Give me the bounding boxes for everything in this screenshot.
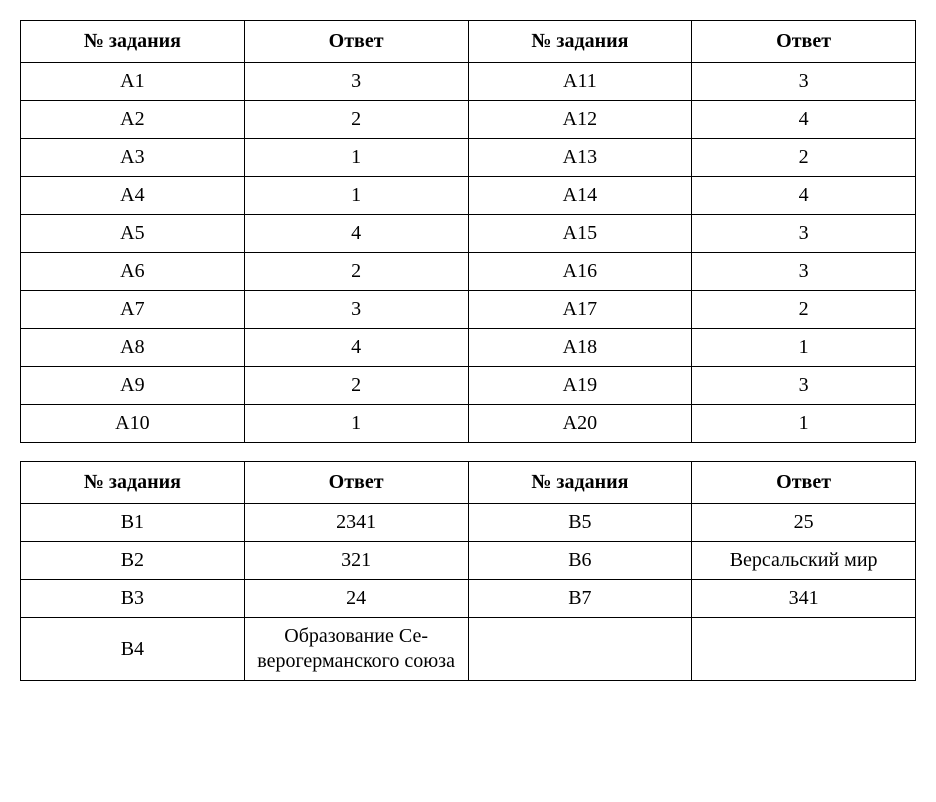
answer-cell: 321 (244, 542, 468, 580)
task-id-cell: А2 (21, 101, 245, 139)
task-id-cell: А18 (468, 329, 692, 367)
table-b-header-cell: № задания (468, 462, 692, 504)
table-b-header-cell: Ответ (692, 462, 916, 504)
task-id-cell: В7 (468, 580, 692, 618)
table-row: А54А153 (21, 215, 916, 253)
task-id-cell: А5 (21, 215, 245, 253)
table-row: А31А132 (21, 139, 916, 177)
task-id-cell: А17 (468, 291, 692, 329)
answer-cell: 1 (244, 177, 468, 215)
table-b-header-cell: Ответ (244, 462, 468, 504)
table-row: В4Образование Се- верогерманского союза (21, 618, 916, 681)
task-id-cell: А19 (468, 367, 692, 405)
answer-cell: 4 (692, 177, 916, 215)
answer-cell: 1 (244, 405, 468, 443)
task-id-cell: А20 (468, 405, 692, 443)
answers-table-a: № задания Ответ № задания Ответ А13А113 … (20, 20, 916, 443)
table-a-header-cell: № задания (21, 21, 245, 63)
answer-cell: 2 (244, 367, 468, 405)
table-a-header: № задания Ответ № задания Ответ (21, 21, 916, 63)
task-id-cell: А14 (468, 177, 692, 215)
task-id-cell: А11 (468, 63, 692, 101)
table-b-header: № задания Ответ № задания Ответ (21, 462, 916, 504)
table-a-header-cell: Ответ (692, 21, 916, 63)
table-row: А101А201 (21, 405, 916, 443)
answer-cell: 3 (692, 367, 916, 405)
answer-cell: 3 (692, 253, 916, 291)
task-id-cell: В1 (21, 504, 245, 542)
answer-cell: 4 (692, 101, 916, 139)
task-id-cell: А6 (21, 253, 245, 291)
answer-cell: 3 (244, 63, 468, 101)
answer-cell: 4 (244, 329, 468, 367)
table-row: А73А172 (21, 291, 916, 329)
table-row: А13А113 (21, 63, 916, 101)
answer-cell: 24 (244, 580, 468, 618)
table-row: А41А144 (21, 177, 916, 215)
table-b-header-cell: № задания (21, 462, 245, 504)
answer-cell: 3 (244, 291, 468, 329)
answer-cell: 3 (692, 63, 916, 101)
task-id-cell: А10 (21, 405, 245, 443)
answer-cell: Версальский мир (692, 542, 916, 580)
table-b-body: В12341В525 В2321В6Версальский мир В324В7… (21, 504, 916, 681)
answer-cell: 2 (244, 101, 468, 139)
table-row: А84А181 (21, 329, 916, 367)
table-a-header-cell: Ответ (244, 21, 468, 63)
answer-cell: 2 (692, 139, 916, 177)
task-id-cell: А4 (21, 177, 245, 215)
table-a-header-cell: № задания (468, 21, 692, 63)
task-id-cell: А8 (21, 329, 245, 367)
task-id-cell: А1 (21, 63, 245, 101)
table-a-body: А13А113 А22А124 А31А132 А41А144 А54А153 … (21, 63, 916, 443)
task-id-cell (468, 618, 692, 681)
task-id-cell: В5 (468, 504, 692, 542)
answer-cell (692, 618, 916, 681)
answer-cell: 4 (244, 215, 468, 253)
task-id-cell: В4 (21, 618, 245, 681)
table-row: В324В7341 (21, 580, 916, 618)
task-id-cell: В3 (21, 580, 245, 618)
answer-cell: 1 (244, 139, 468, 177)
answers-table-b: № задания Ответ № задания Ответ В12341В5… (20, 461, 916, 681)
task-id-cell: А3 (21, 139, 245, 177)
answer-cell: 25 (692, 504, 916, 542)
answer-cell: 1 (692, 329, 916, 367)
table-row: А92А193 (21, 367, 916, 405)
task-id-cell: А16 (468, 253, 692, 291)
answer-cell: 341 (692, 580, 916, 618)
answer-cell: 3 (692, 215, 916, 253)
answer-cell: 2341 (244, 504, 468, 542)
answer-cell: Образование Се- верогерманского союза (244, 618, 468, 681)
answer-cell: 2 (244, 253, 468, 291)
answer-cell: 2 (692, 291, 916, 329)
task-id-cell: А12 (468, 101, 692, 139)
task-id-cell: А13 (468, 139, 692, 177)
table-row: В2321В6Версальский мир (21, 542, 916, 580)
task-id-cell: А15 (468, 215, 692, 253)
table-row: А22А124 (21, 101, 916, 139)
answer-cell: 1 (692, 405, 916, 443)
task-id-cell: В6 (468, 542, 692, 580)
task-id-cell: А7 (21, 291, 245, 329)
task-id-cell: В2 (21, 542, 245, 580)
task-id-cell: А9 (21, 367, 245, 405)
table-row: В12341В525 (21, 504, 916, 542)
table-row: А62А163 (21, 253, 916, 291)
